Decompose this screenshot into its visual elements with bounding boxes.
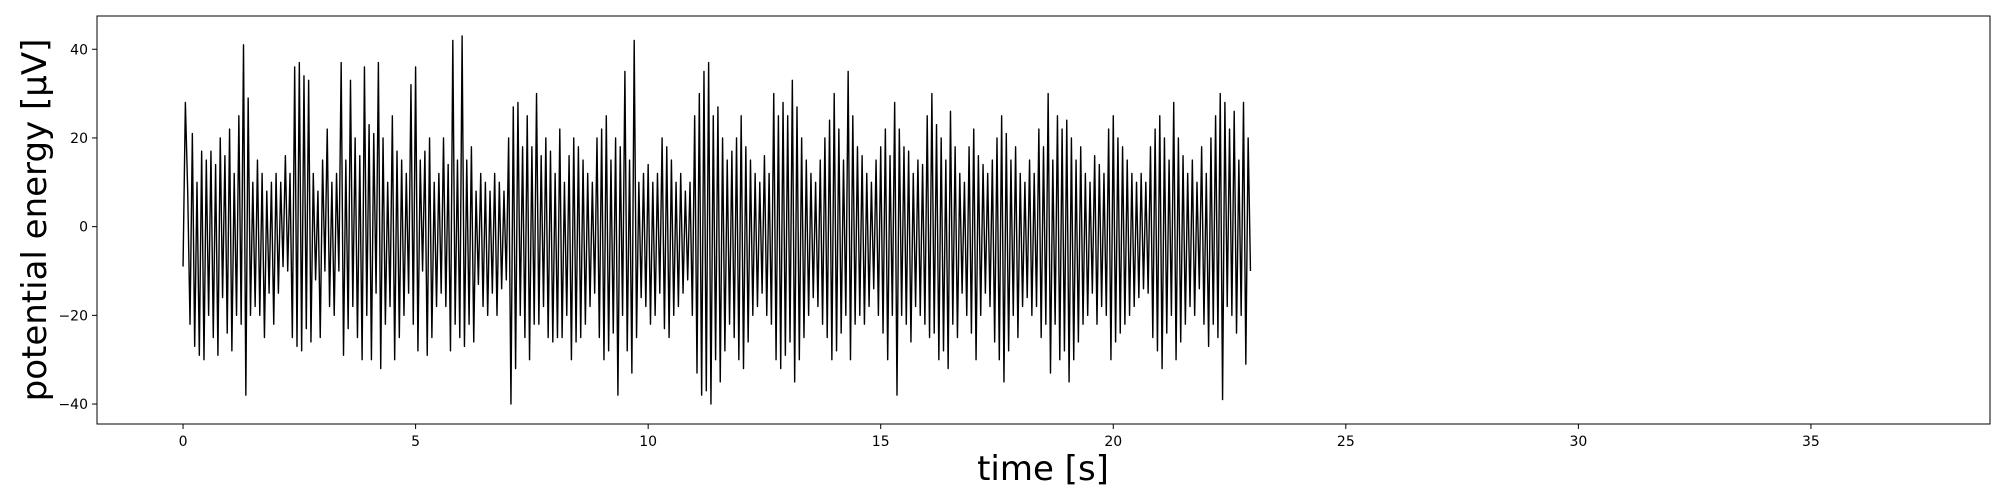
x-tick-label: 5 (411, 434, 420, 450)
y-tick-label: 40 (70, 42, 88, 58)
x-axis-label: time [s] (977, 449, 1109, 489)
x-tick-label: 20 (1104, 434, 1122, 450)
x-tick-label: 10 (639, 434, 657, 450)
y-tick-label: 20 (70, 131, 88, 147)
series-line-0 (182, 35, 1252, 405)
ticks: 0 5 10 15 20 25 30 35 −40 −20 0 20 40 (58, 42, 1819, 450)
x-tick-label: 15 (872, 434, 890, 450)
y-tick-label: 0 (79, 220, 88, 236)
x-tick-label: 25 (1337, 434, 1355, 450)
x-tick-label: 0 (179, 434, 188, 450)
y-tick-label: −20 (58, 308, 88, 324)
plot-frame (96, 15, 1991, 425)
x-tick-label: 35 (1802, 434, 1820, 450)
y-axis-label: potential energy [μV] (15, 39, 55, 402)
y-tick-label: −40 (58, 397, 88, 413)
x-tick-label: 30 (1569, 434, 1587, 450)
